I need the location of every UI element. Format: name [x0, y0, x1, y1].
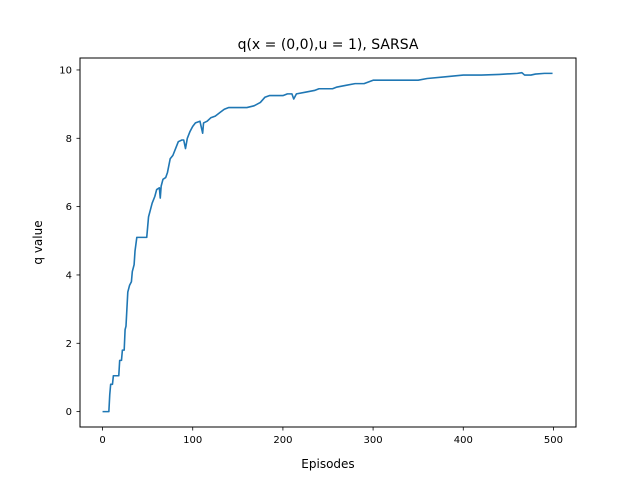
x-tick-label: 400: [454, 435, 473, 446]
y-tick-label: 0: [66, 407, 72, 418]
x-tick-label: 0: [99, 435, 105, 446]
series-line: [102, 71, 553, 413]
y-tick-label: 10: [59, 65, 72, 76]
x-tick-label: 500: [544, 435, 563, 446]
y-axis-label: q value: [31, 220, 45, 264]
y-tick-label: 8: [66, 134, 72, 145]
y-tick-label: 6: [66, 202, 72, 213]
x-tick-label: 300: [364, 435, 383, 446]
y-tick-label: 2: [66, 339, 72, 350]
chart-title: q(x = (0,0),u = 1), SARSA: [238, 37, 419, 53]
ticks-layer: 0 100 200 300 400 500 0 2 4 6 8 10: [59, 65, 563, 446]
x-axis-label: Episodes: [301, 457, 354, 471]
x-tick-label: 200: [273, 435, 292, 446]
y-tick-label: 4: [66, 270, 72, 281]
series-layer: [102, 71, 553, 413]
plot-area-frame: [79, 57, 577, 428]
x-tick-label: 100: [183, 435, 202, 446]
